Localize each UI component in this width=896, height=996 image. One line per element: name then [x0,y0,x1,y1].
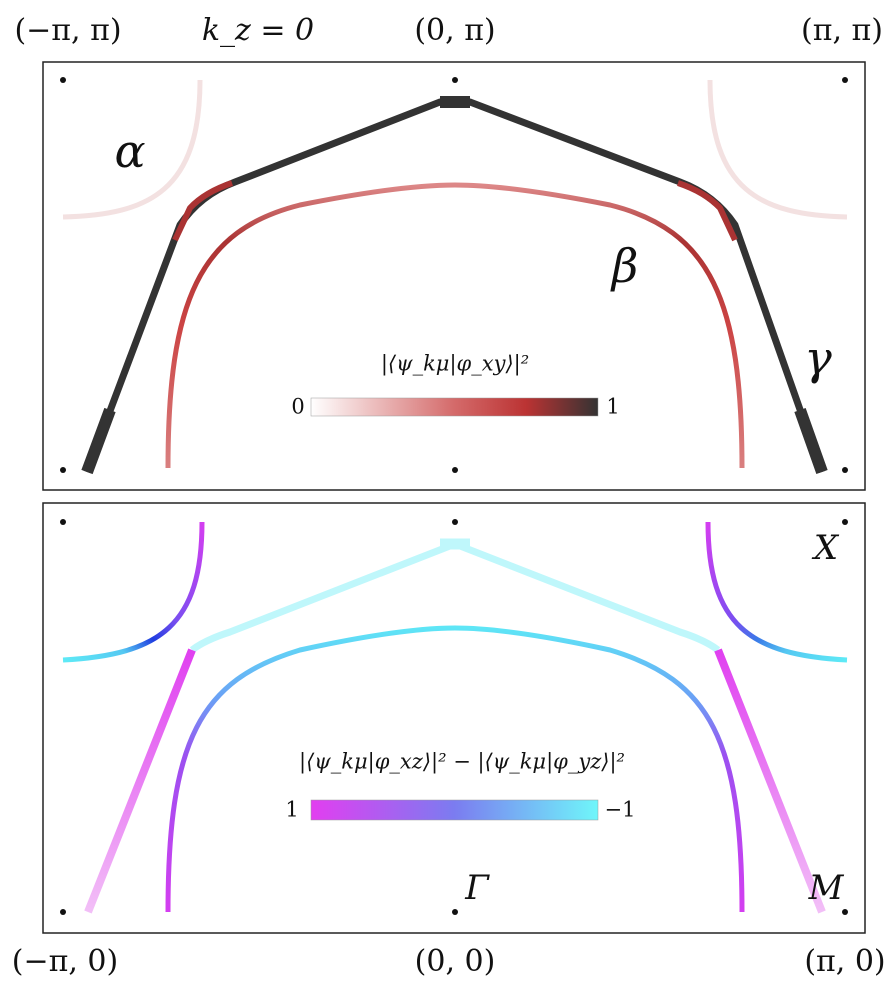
gamma-band [677,180,738,242]
point-label: M [808,868,845,908]
colorbar [310,799,599,821]
colorbar [310,397,599,417]
alpha-band [705,521,848,663]
colorbar-min: 1 [285,798,298,822]
corner-label: (π, 0) [804,944,885,979]
alpha-band [707,79,848,220]
dots [60,77,848,473]
alpha-band [62,521,205,663]
colorbar-min: 0 [291,395,304,419]
band-label: γ [804,331,832,385]
corner-label: (−π, 0) [12,944,118,979]
gamma-band [172,180,233,242]
fermi-surface-bottom [62,521,848,914]
corner-label: (0, π) [414,13,495,48]
point-label: X [811,528,840,568]
dots [60,519,848,915]
colorbar-max: −1 [605,798,636,822]
alpha-band [62,79,203,220]
gamma-band [84,648,196,914]
gamma-band [81,407,828,475]
gamma-band [714,648,826,914]
colorbar-title: |⟨ψ_kμ|φ_xy⟩|² [381,352,529,377]
corner-label: (0, 0) [415,944,496,979]
corner-label: (−π, π) [14,13,121,48]
corner-label: (π, π) [801,13,883,48]
fermi-surface-top [62,79,848,475]
band-label: α [114,124,145,178]
beta-band [165,625,745,913]
kz-label: k_z = 0 [202,13,314,48]
point-label: Γ [464,868,490,908]
band-label: β [610,239,639,293]
gamma-band [189,540,721,653]
colorbar-max: 1 [606,395,619,419]
beta-band [165,182,745,469]
top-frame [42,61,866,491]
colorbar-title: |⟨ψ_kμ|φ_xz⟩|² − |⟨ψ_kμ|φ_yz⟩|² [299,750,625,775]
bottom-frame [42,502,866,934]
